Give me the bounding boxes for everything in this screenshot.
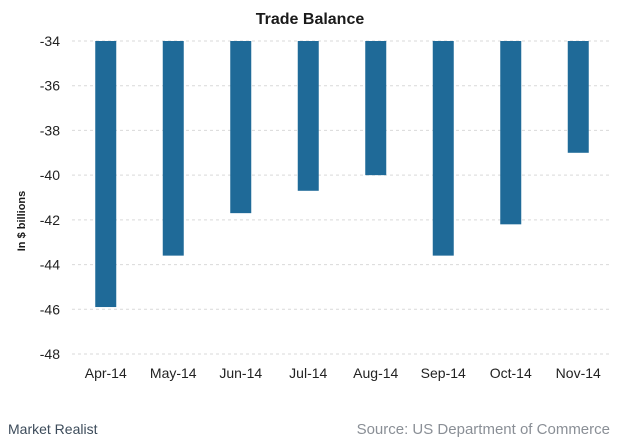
y-tick-label: -44 — [40, 257, 60, 273]
bar — [500, 41, 522, 225]
bar — [297, 41, 319, 191]
y-tick-label: -38 — [40, 122, 60, 138]
bar — [95, 41, 117, 308]
bar — [567, 41, 589, 153]
x-tick-label: Oct-14 — [490, 365, 532, 381]
x-tick-label: Sep-14 — [421, 365, 466, 381]
bar — [365, 41, 387, 176]
y-tick-label: -36 — [40, 78, 60, 94]
brand-logo-text: Market Realist — [8, 421, 98, 437]
bars — [95, 41, 589, 308]
x-tick-label: Apr-14 — [85, 365, 127, 381]
y-axis-ticks: -34 -36 -38 -40 -42 -44 -46 -48 — [40, 33, 60, 362]
grid-lines — [72, 40, 612, 355]
bar — [230, 41, 252, 214]
bar — [162, 41, 184, 256]
x-tick-label: Jul-14 — [289, 365, 327, 381]
y-axis-label: In $ billions — [16, 191, 28, 252]
y-tick-label: -40 — [40, 167, 60, 183]
y-tick-label: -42 — [40, 212, 60, 228]
x-tick-label: Nov-14 — [556, 365, 601, 381]
bar — [432, 41, 454, 256]
y-tick-label: -46 — [40, 301, 60, 317]
x-tick-label: Aug-14 — [353, 365, 398, 381]
y-tick-label: -48 — [40, 346, 60, 362]
x-tick-label: Jun-14 — [219, 365, 262, 381]
x-tick-label: May-14 — [150, 365, 197, 381]
x-axis-ticks: Apr-14 May-14 Jun-14 Jul-14 Aug-14 Sep-14 Oct-… — [85, 365, 601, 381]
chart-title: Trade Balance — [256, 11, 365, 28]
y-tick-label: -34 — [40, 33, 60, 49]
source-note: Source: US Department of Commerce — [356, 421, 610, 438]
